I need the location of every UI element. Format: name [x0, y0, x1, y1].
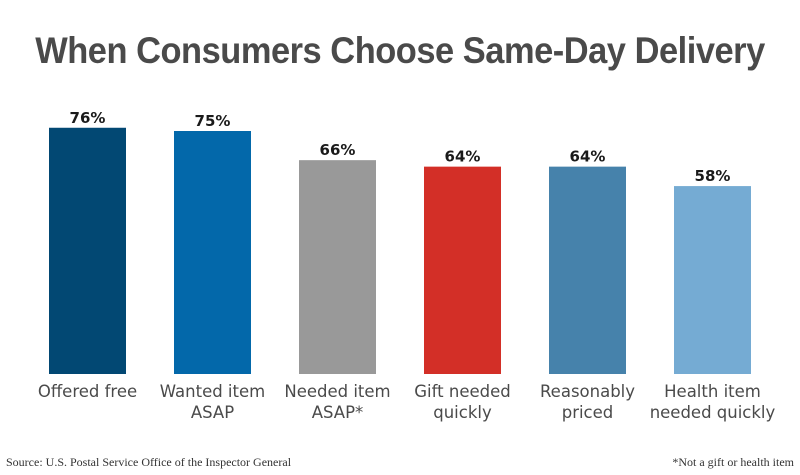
chart-title: When Consumers Choose Same-Day Delivery — [35, 30, 765, 71]
value-label: 66% — [320, 141, 356, 159]
category-label: Health item needed quickly — [650, 382, 776, 422]
category-label: Wanted item ASAP — [160, 382, 265, 422]
category-label: Gift needed quickly — [414, 382, 510, 422]
footnote: *Not a gift or health item — [672, 455, 794, 469]
source-note: Source: U.S. Postal Service Office of th… — [6, 455, 292, 469]
bar-2 — [174, 131, 251, 374]
category-label: Reasonably priced — [540, 382, 635, 422]
value-label: 58% — [695, 167, 731, 185]
bar-6 — [674, 186, 751, 374]
bar-5 — [549, 166, 626, 374]
category-label: Needed item ASAP* — [284, 382, 390, 422]
category-label: Offered free — [38, 382, 137, 401]
bar-4 — [424, 166, 501, 374]
value-label: 75% — [195, 112, 231, 130]
value-label: 64% — [570, 148, 606, 166]
bar-3 — [299, 160, 376, 374]
bar-1 — [49, 127, 126, 374]
value-label: 64% — [445, 148, 481, 166]
value-label: 76% — [70, 109, 106, 127]
